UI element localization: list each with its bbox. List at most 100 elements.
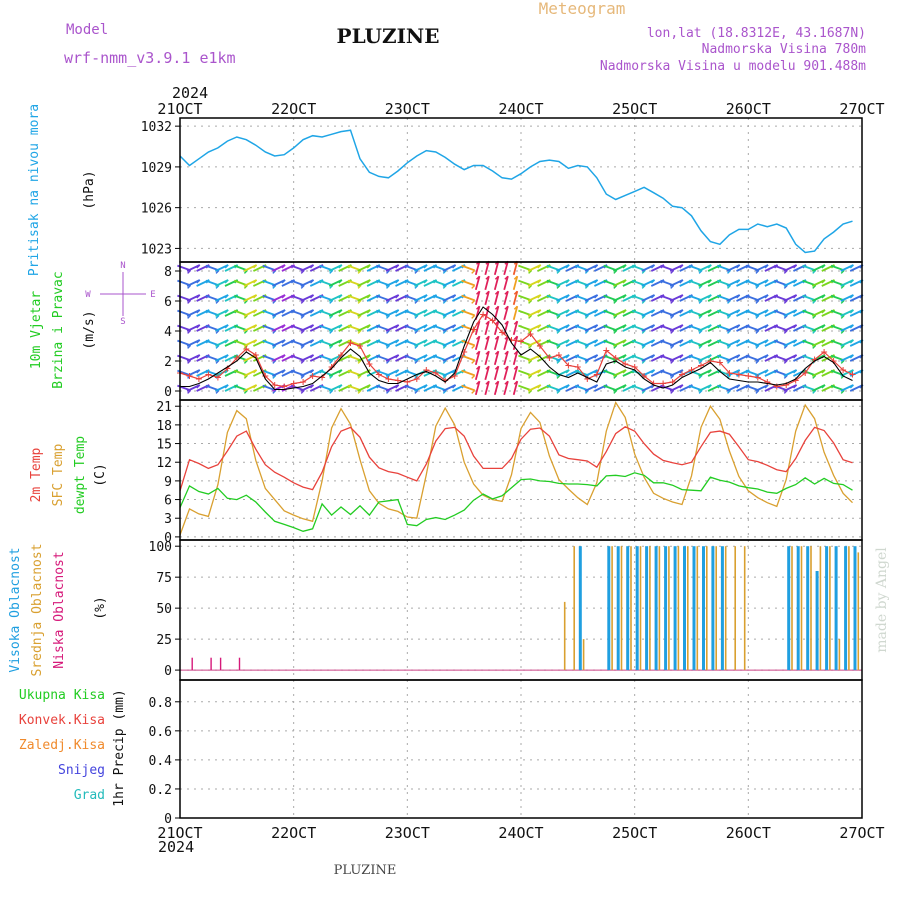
wind-arrow-head [476,365,480,370]
wind-arrow [503,275,509,291]
wind-arrow-head [793,354,798,359]
wind-arrow-head [537,324,542,329]
wind-arrow-head [513,350,518,355]
wind-arrow-head [476,335,480,340]
temp-ytick-label: 18 [156,419,172,434]
wind-arrow-head [513,290,518,295]
x-tick-label-bottom: 22OCT [271,824,316,842]
wind-arrow-head [513,320,518,325]
wind-arrow [474,380,481,396]
wind-arrow [613,309,627,317]
wind-gust-marker [849,371,856,378]
cloud-bar-mid [734,546,736,671]
wind-arrow-head [357,269,362,274]
wind-arrow-head [556,269,561,274]
x-tick-label-top: 22OCT [271,100,316,118]
wind-arrow [669,309,684,317]
wind-arrow [840,339,854,347]
wind-arrow-head [281,354,286,359]
wind-arrow-head [584,344,589,349]
wind-arrow-head [272,314,277,319]
temp-ylabel-2m: 2m Temp [29,447,44,502]
wind-ytick-label: 2 [164,355,172,370]
wind-arrow-head [584,359,589,364]
compass-west: W [85,290,91,300]
cloud-ylabel-high: Visoka Oblacnost [8,547,23,672]
wind-arrow-head [485,335,490,340]
wind-arrow-head [840,284,845,289]
x-tick-label-top: 24OCT [498,100,543,118]
wind-arrow-head [584,389,589,394]
year-top: 2024 [172,84,208,102]
wind-arrow-head [414,299,419,304]
wind-gust-marker [622,361,629,367]
wind-compass: N W E S [85,261,155,327]
wind-arrow-head [840,329,845,334]
cloud-bar-high [664,546,668,671]
wind-arrow-head [764,279,769,284]
x-tick-label-top: 25OCT [612,100,657,118]
wind-arrow-head [670,269,675,274]
pressure-ylabel: Pritisak na nivou mora (hPa) [27,104,97,276]
wind-arrow [641,294,655,302]
wind-arrow-head [670,329,675,334]
pressure-ytick-label: 1032 [141,120,172,135]
wind-arrow [442,294,456,302]
wind-arrow-head [494,335,499,340]
wind-arrow-head [329,344,334,349]
wind-arrow-head [783,359,788,364]
wind-arrow [840,384,854,392]
wind-arrow-head [698,344,703,349]
wind-ytick-label: 6 [164,295,172,310]
wind-arrow [243,264,257,272]
wind-arrow-head [670,314,675,319]
wind-arrow [484,320,490,336]
wind-arrow-head [494,320,499,325]
wind-arrow [385,354,400,362]
wind-arrow-head [812,329,817,334]
wind-arrow-head [528,359,533,364]
wind-arrow-head [187,344,192,349]
wind-gust-marker [745,373,752,379]
wind-arrow [272,354,286,362]
wind-gust-marker [195,376,202,382]
wind-arrow [669,264,684,272]
wind-arrow-head [281,279,286,284]
wind-arrow [357,279,371,287]
wind-arrow-head [414,269,419,274]
wind-arrow-head [395,264,400,269]
temp-ytick-label: 12 [156,456,172,471]
legend-convective-rain: Konvek.Kisa [19,713,105,728]
wind-arrow-head [513,275,518,280]
cloud-ytick-label: 50 [156,602,172,617]
product-title: Meteogram [539,0,626,18]
wind-arrow-head [670,299,675,304]
wind-arrow-head [556,374,561,379]
wind-arrow-head [783,374,788,379]
cloud-bar-high [711,546,715,671]
cloud-bar-mid [649,546,651,671]
wind-arrow [698,339,712,347]
wind-arrow-head [651,339,655,344]
wind-arrow-head [414,389,419,394]
wind-arrow-head [821,339,826,344]
wind-arrow-head [528,374,533,379]
wind-arrow-head [651,309,655,314]
wind-arrow [556,354,570,362]
pressure-ytick-label: 1026 [141,202,172,217]
wind-arrow [357,294,371,302]
wind-arrow [698,309,712,317]
wind-arrow [442,324,456,332]
wind-arrow-head [423,309,428,314]
grid-layer [180,118,862,818]
wind-arrow-head [528,314,533,319]
wind-arrow [669,369,684,377]
wind-arrow-head [812,344,817,349]
wind-gust-marker [243,346,250,352]
wind-arrow-head [537,279,542,284]
wind-arrow [726,384,741,392]
wind-arrow [186,294,201,302]
wind-arrow [811,339,826,347]
wind-arrow [840,264,854,272]
wind-arrow-head [849,294,854,299]
